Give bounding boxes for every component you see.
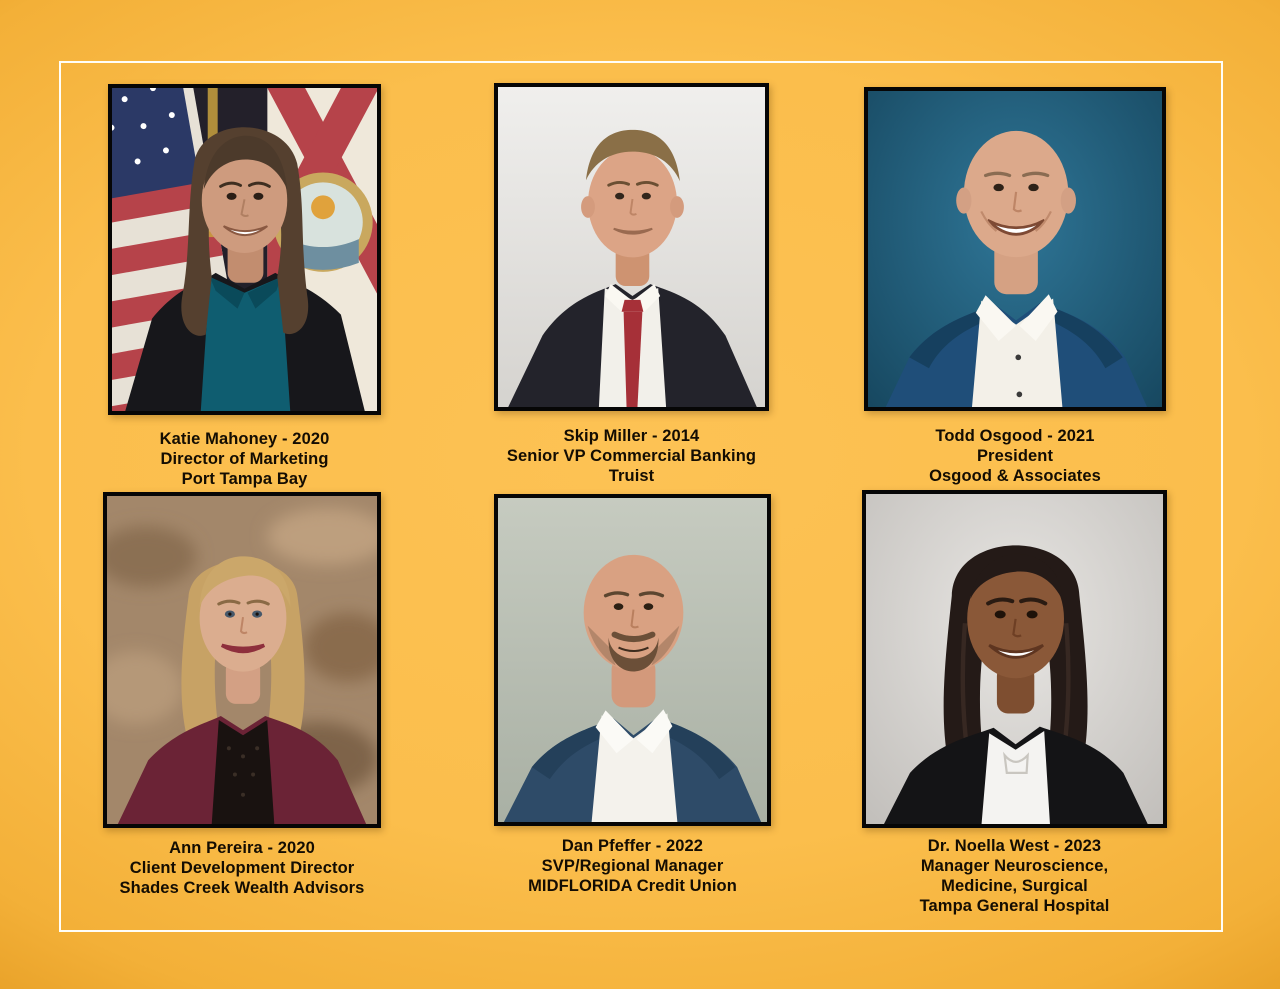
member-organization: Tampa General Hospital — [919, 897, 1110, 915]
portrait-photo-dan-pfeffer — [494, 494, 771, 826]
member-caption: Todd Osgood - 2021 President Osgood & As… — [929, 426, 1101, 486]
member-title-line-1: Manager Neuroscience, — [920, 857, 1109, 875]
member-name-year: Dan Pfeffer - 2022 — [561, 837, 704, 855]
member-title: SVP/Regional Manager — [541, 857, 724, 875]
member-organization: MIDFLORIDA Credit Union — [528, 877, 737, 895]
portrait-photo-todd-osgood — [864, 87, 1166, 411]
portrait-photo-skip-miller — [494, 83, 769, 411]
member-card-katie-mahoney: Katie Mahoney - 2020 Director of Marketi… — [108, 84, 381, 488]
member-organization: Osgood & Associates — [929, 467, 1101, 485]
member-card-dan-pfeffer: Dan Pfeffer - 2022 SVP/Regional Manager … — [494, 494, 771, 895]
member-name-year: Todd Osgood - 2021 — [935, 427, 1095, 445]
member-organization: Truist — [608, 467, 655, 485]
portrait-photo-ann-pereira — [103, 492, 381, 828]
portrait-photo-noella-west — [862, 490, 1167, 828]
member-card-skip-miller: Skip Miller - 2014 Senior VP Commercial … — [494, 83, 769, 485]
member-title: Senior VP Commercial Banking — [506, 447, 757, 465]
member-title: President — [976, 447, 1054, 465]
member-name-year: Ann Pereira - 2020 — [169, 839, 315, 857]
member-caption: Katie Mahoney - 2020 Director of Marketi… — [160, 429, 330, 489]
member-name-year: Skip Miller - 2014 — [563, 427, 700, 445]
member-caption: Dr. Noella West - 2023 Manager Neuroscie… — [920, 836, 1110, 916]
member-organization: Shades Creek Wealth Advisors — [119, 879, 365, 897]
member-name-year: Dr. Noella West - 2023 — [927, 837, 1102, 855]
member-caption: Skip Miller - 2014 Senior VP Commercial … — [507, 426, 756, 486]
member-card-noella-west: Dr. Noella West - 2023 Manager Neuroscie… — [862, 490, 1167, 915]
member-card-ann-pereira: Ann Pereira - 2020 Client Development Di… — [103, 492, 381, 897]
member-title: Client Development Director — [129, 859, 355, 877]
member-title-line-2: Medicine, Surgical — [941, 877, 1088, 895]
portrait-photo-katie-mahoney — [108, 84, 381, 415]
member-caption: Ann Pereira - 2020 Client Development Di… — [120, 838, 365, 898]
member-card-todd-osgood: Todd Osgood - 2021 President Osgood & As… — [864, 87, 1166, 485]
member-caption: Dan Pfeffer - 2022 SVP/Regional Manager … — [528, 836, 737, 896]
member-organization: Port Tampa Bay — [181, 470, 308, 488]
member-name-year: Katie Mahoney - 2020 — [159, 430, 330, 448]
member-title: Director of Marketing — [160, 450, 329, 468]
